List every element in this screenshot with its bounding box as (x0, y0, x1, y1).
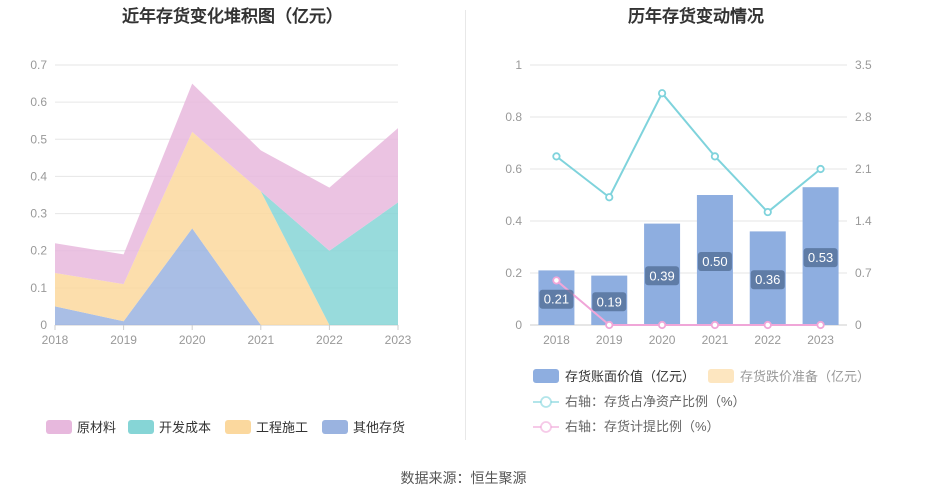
x-tick-label: 2018 (543, 333, 570, 347)
data-label-bg (697, 252, 732, 271)
area-series (55, 228, 398, 325)
legend-label: 开发成本 (159, 420, 211, 435)
y-left-tick-label: 0.6 (505, 162, 522, 176)
y-left-tick-label: 0.2 (505, 266, 522, 280)
line-series (555, 279, 821, 326)
data-label: 0.36 (755, 272, 780, 287)
legend-label: 其他存货 (353, 420, 405, 435)
stacked-area-chart: 0 0.1 0.2 0.3 0.4 0.5 0.6 0.7 2018 2019 2020 2021 20… (30, 58, 412, 435)
area-series (55, 83, 398, 285)
data-label: 0.39 (649, 268, 674, 283)
legend-swatch (128, 420, 154, 434)
y-tick-label: 0.2 (30, 244, 47, 258)
y-right-tick-label: 2.8 (855, 110, 872, 124)
line-point (710, 320, 720, 330)
y-left-tick-label: 0.4 (505, 214, 522, 228)
legend-marker (540, 396, 552, 408)
data-source: 数据来源：恒生聚源 (400, 470, 527, 486)
area-series (55, 131, 398, 325)
line-point (710, 152, 720, 161)
line-series (555, 91, 822, 214)
x-tick-label: 2020 (649, 333, 676, 347)
legend-label: 存货账面价值（亿元） (565, 369, 695, 384)
bar-line-chart: 0 0 0.2 0.7 0.4 1.4 0.6 2.1 0.8 2.8 1 3.5 0.21 0.19 0.… (505, 58, 872, 434)
data-label: 0.19 (597, 294, 622, 309)
y-tick-label: 0.6 (30, 95, 47, 109)
y-tick-label: 0.5 (30, 132, 47, 146)
x-tick-label: 2021 (702, 333, 729, 347)
data-label-bg (803, 248, 838, 268)
right-chart-title: 历年存货变动情况 (628, 7, 764, 26)
y-tick-label: 0.1 (30, 281, 47, 295)
data-label: 0.50 (702, 254, 727, 269)
legend-label: 工程施工 (256, 420, 308, 435)
line-point (763, 207, 772, 217)
data-label-bg (645, 266, 680, 286)
x-tick-label: 2022 (316, 333, 343, 347)
legend-label: 存货跌价准备（亿元） (740, 369, 870, 384)
left-chart-title: 近年存货变化堆积图（亿元） (122, 7, 343, 26)
y-tick-label: 0.3 (30, 207, 47, 221)
line-point (605, 320, 614, 330)
x-tick-label: 2019 (596, 333, 623, 347)
line-point (552, 152, 561, 161)
line-point (816, 320, 825, 330)
y-left-tick-label: 1 (515, 58, 522, 72)
y-right-tick-label: 2.1 (855, 162, 872, 176)
data-label-bg (539, 289, 574, 309)
y-left-tick-label: 0 (515, 318, 522, 332)
y-right-tick-label: 0 (855, 318, 862, 332)
line-point (657, 320, 667, 330)
legend-label: 右轴：存货计提比例（%） (565, 419, 720, 434)
y-right-tick-label: 0.7 (855, 266, 872, 280)
data-label: 0.53 (808, 250, 833, 265)
x-tick-label: 2018 (42, 333, 69, 347)
legend-label: 原材料 (77, 420, 116, 435)
x-tick-label: 2020 (179, 333, 206, 347)
x-tick-label: 2022 (754, 333, 781, 347)
x-tick-label: 2019 (110, 333, 137, 347)
data-label: 0.21 (544, 292, 569, 307)
line-point (605, 193, 614, 202)
line-point (552, 276, 561, 285)
x-tick-label: 2023 (385, 333, 412, 347)
y-tick-label: 0.7 (30, 58, 47, 72)
x-tick-label: 2021 (247, 333, 274, 347)
y-right-tick-label: 1.4 (855, 214, 872, 228)
y-right-tick-label: 3.5 (855, 58, 872, 72)
legend-label: 右轴：存货占净资产比例（%） (565, 394, 746, 409)
legend-swatch (322, 420, 348, 434)
legend-marker (540, 421, 552, 433)
legend-swatch (225, 420, 251, 434)
line-point (816, 164, 825, 174)
area-series (55, 131, 398, 325)
y-tick-label: 0 (40, 318, 47, 332)
legend-swatch (708, 369, 734, 383)
line-point (657, 89, 667, 98)
chart-divider (465, 10, 466, 440)
legend-swatch (533, 369, 559, 383)
x-tick-label: 2023 (807, 333, 834, 347)
line-point (763, 320, 772, 330)
y-tick-label: 0.4 (30, 169, 47, 183)
y-left-tick-label: 0.8 (505, 110, 522, 124)
legend-swatch (46, 420, 72, 434)
data-label-bg (592, 292, 627, 312)
data-label-bg (750, 270, 785, 290)
